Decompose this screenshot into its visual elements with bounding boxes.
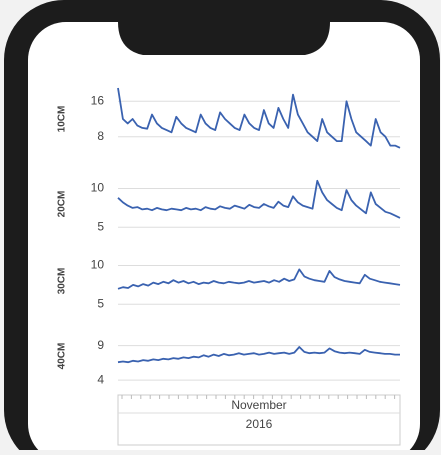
y-axis-label: 40CM: [57, 343, 68, 370]
y-tick-label: 16: [91, 93, 105, 107]
phone-screen: [28, 22, 420, 450]
notch: [118, 22, 330, 55]
y-tick-label: 10: [91, 258, 105, 272]
screen: November 2016 10CM 8 16 20CM 5 10 30CM 5 10 40CM 4…: [0, 0, 441, 450]
y-tick-label: 4: [97, 372, 104, 386]
y-tick-label: 5: [97, 219, 104, 233]
x-axis-year: 2016: [246, 417, 273, 431]
y-axis-label: 10CM: [57, 106, 68, 133]
y-axis-label: 20CM: [57, 191, 68, 218]
y-tick-label: 10: [91, 181, 105, 195]
x-axis-month: November: [231, 398, 286, 412]
y-tick-label: 8: [97, 129, 104, 143]
y-axis-label: 30CM: [57, 268, 68, 295]
y-tick-label: 9: [97, 338, 104, 352]
y-tick-label: 5: [97, 296, 104, 310]
